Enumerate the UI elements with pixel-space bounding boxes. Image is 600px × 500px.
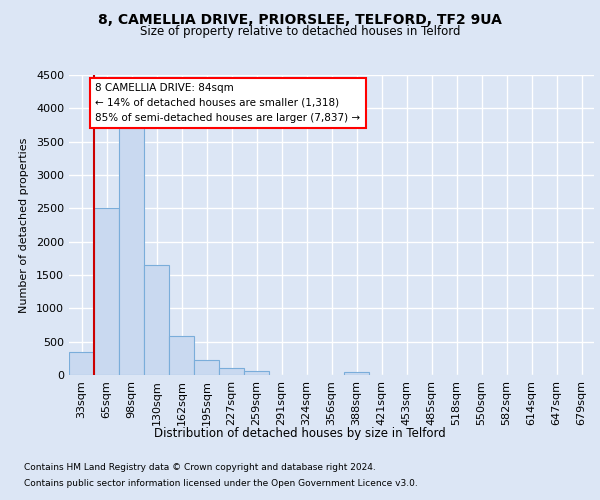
- Text: Size of property relative to detached houses in Telford: Size of property relative to detached ho…: [140, 25, 460, 38]
- Text: Contains public sector information licensed under the Open Government Licence v3: Contains public sector information licen…: [24, 479, 418, 488]
- Bar: [94, 208, 119, 375]
- Bar: [244, 371, 269, 375]
- Text: Distribution of detached houses by size in Telford: Distribution of detached houses by size …: [154, 428, 446, 440]
- Bar: [119, 128, 144, 375]
- Bar: [169, 336, 194, 375]
- Bar: [344, 372, 369, 375]
- Text: 8 CAMELLIA DRIVE: 84sqm
← 14% of detached houses are smaller (1,318)
85% of semi: 8 CAMELLIA DRIVE: 84sqm ← 14% of detache…: [95, 83, 361, 122]
- Bar: [69, 352, 94, 375]
- Y-axis label: Number of detached properties: Number of detached properties: [19, 138, 29, 312]
- Bar: [144, 265, 169, 375]
- Text: Contains HM Land Registry data © Crown copyright and database right 2024.: Contains HM Land Registry data © Crown c…: [24, 462, 376, 471]
- Bar: [219, 368, 244, 375]
- Text: 8, CAMELLIA DRIVE, PRIORSLEE, TELFORD, TF2 9UA: 8, CAMELLIA DRIVE, PRIORSLEE, TELFORD, T…: [98, 12, 502, 26]
- Bar: [194, 360, 219, 375]
